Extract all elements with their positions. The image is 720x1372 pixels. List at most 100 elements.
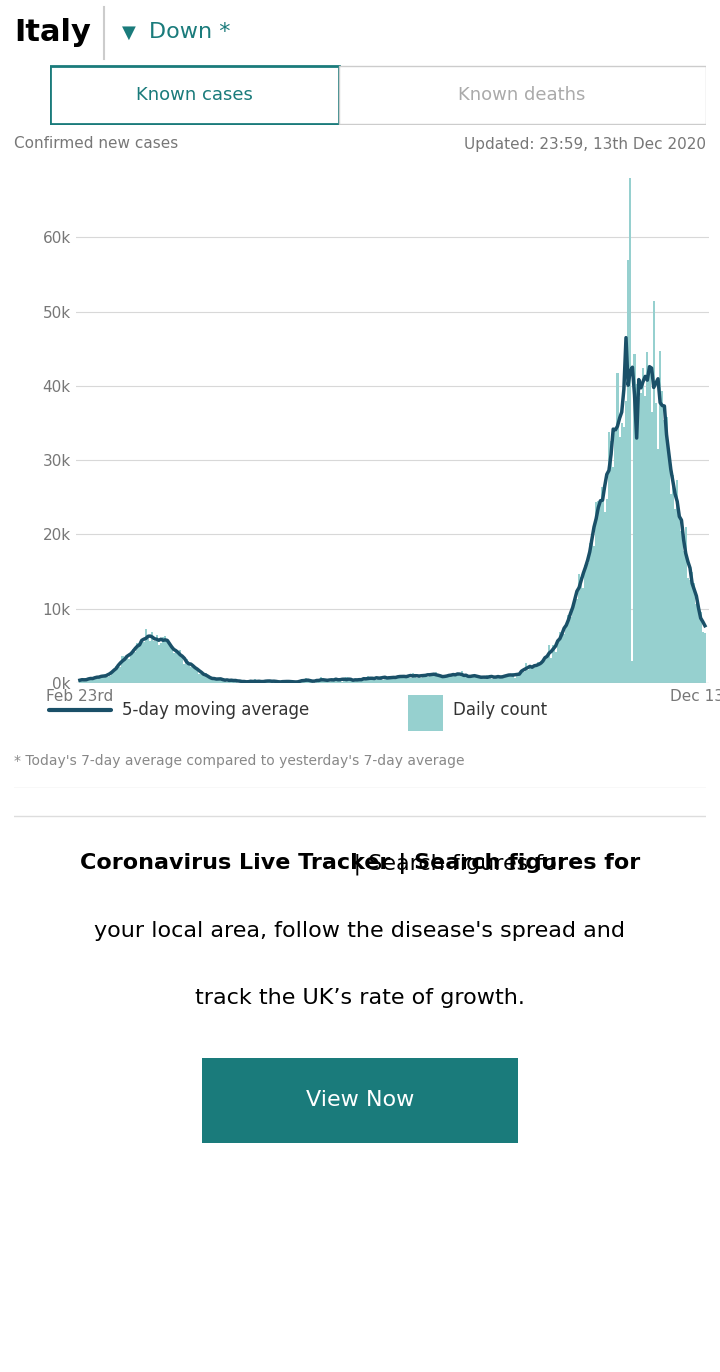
Bar xyxy=(309,681,311,683)
Text: * Today's 7-day average compared to yesterday's 7-day average: * Today's 7-day average compared to yest… xyxy=(14,755,465,768)
Bar xyxy=(516,676,518,683)
Bar xyxy=(700,612,702,683)
Bar xyxy=(359,679,361,683)
Bar xyxy=(623,427,625,683)
Bar xyxy=(363,678,364,683)
Bar xyxy=(401,676,403,683)
Bar xyxy=(670,494,672,683)
Text: View Now: View Now xyxy=(306,1091,414,1110)
Bar xyxy=(456,674,459,683)
Bar xyxy=(463,675,465,683)
Bar xyxy=(136,643,138,683)
Bar xyxy=(377,678,379,683)
Bar xyxy=(288,681,290,683)
Bar xyxy=(120,667,122,683)
Bar xyxy=(217,678,220,683)
Bar xyxy=(461,671,463,683)
Bar xyxy=(410,678,412,683)
Bar xyxy=(503,678,505,683)
Bar xyxy=(490,679,492,683)
Bar xyxy=(134,652,136,683)
Text: your local area, follow the disease's spread and: your local area, follow the disease's sp… xyxy=(94,921,626,940)
Bar xyxy=(492,676,495,683)
Bar xyxy=(395,676,397,683)
Bar xyxy=(672,475,674,683)
Bar xyxy=(634,354,636,683)
Bar xyxy=(433,674,435,683)
Bar xyxy=(702,632,704,683)
Bar xyxy=(597,501,599,683)
Bar xyxy=(580,576,582,683)
Bar xyxy=(674,509,676,683)
Bar xyxy=(454,675,456,683)
Bar xyxy=(226,682,228,683)
Bar xyxy=(629,178,631,683)
Bar xyxy=(153,641,156,683)
Bar xyxy=(149,641,151,683)
Bar xyxy=(574,601,576,683)
Bar xyxy=(659,351,661,683)
Bar xyxy=(625,402,627,683)
Bar xyxy=(439,676,441,683)
Bar xyxy=(253,679,256,683)
Bar xyxy=(168,643,171,683)
Bar xyxy=(687,578,689,683)
Bar xyxy=(544,660,546,683)
Bar xyxy=(578,573,580,683)
Bar xyxy=(582,589,585,683)
Bar xyxy=(557,643,559,683)
Bar xyxy=(209,678,211,683)
Bar xyxy=(563,634,565,683)
Bar xyxy=(480,678,482,683)
Bar xyxy=(472,676,474,683)
Bar xyxy=(273,681,275,683)
Bar xyxy=(591,542,593,683)
Bar xyxy=(486,675,488,683)
Bar xyxy=(392,679,395,683)
Bar xyxy=(546,656,548,683)
Text: Coronavirus Live Tracker | Search figures for: Coronavirus Live Tracker | Search figure… xyxy=(80,853,640,874)
Bar xyxy=(589,543,591,683)
Bar xyxy=(521,672,523,683)
Text: Known cases: Known cases xyxy=(136,86,253,104)
Bar xyxy=(497,678,499,683)
Bar xyxy=(512,674,514,683)
Bar xyxy=(616,373,618,683)
Bar xyxy=(450,675,452,683)
Bar xyxy=(539,665,541,683)
Bar xyxy=(667,451,670,683)
Bar xyxy=(683,550,685,683)
Bar xyxy=(529,667,531,683)
Bar xyxy=(115,665,117,683)
Bar xyxy=(382,681,384,683)
Bar xyxy=(200,674,202,683)
Bar xyxy=(437,676,439,683)
Bar xyxy=(190,667,192,683)
Bar xyxy=(348,681,350,683)
Text: Confirmed new cases: Confirmed new cases xyxy=(14,136,179,151)
Bar xyxy=(657,449,659,683)
Bar xyxy=(527,670,529,683)
Bar xyxy=(518,672,521,683)
Bar xyxy=(606,499,608,683)
Bar xyxy=(324,681,326,683)
Bar xyxy=(476,675,478,683)
Bar xyxy=(264,681,266,683)
Bar xyxy=(151,631,153,683)
Bar xyxy=(424,674,426,683)
Bar xyxy=(364,681,366,683)
Bar xyxy=(452,674,454,683)
Bar xyxy=(194,665,196,683)
Bar xyxy=(239,681,241,683)
Bar xyxy=(570,617,572,683)
Bar xyxy=(505,675,508,683)
Bar xyxy=(179,649,181,683)
Bar xyxy=(284,681,286,683)
Bar xyxy=(426,678,428,683)
Bar xyxy=(303,681,305,683)
Bar xyxy=(680,531,683,683)
Bar xyxy=(696,604,698,683)
Bar xyxy=(91,676,94,683)
Bar xyxy=(160,643,162,683)
Bar xyxy=(386,676,388,683)
